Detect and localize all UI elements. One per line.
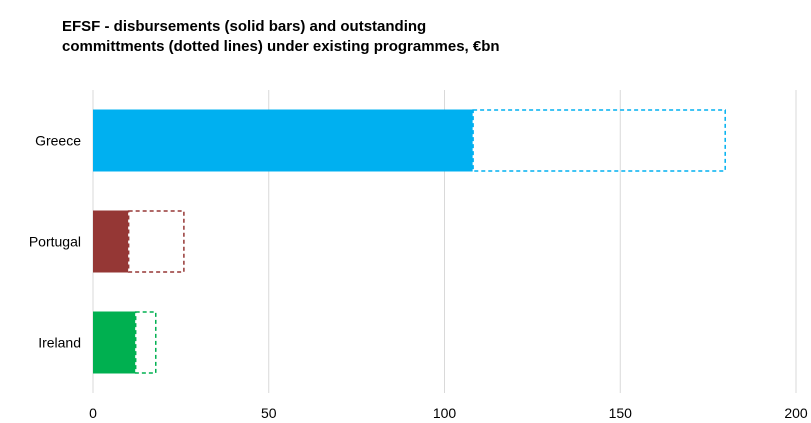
category-labels: Greece Portugal Ireland [29,133,81,351]
x-tick-label-50: 50 [261,405,277,421]
commitment-bar-greece [472,109,726,172]
category-label-ireland: Ireland [38,335,81,351]
bars [93,109,726,374]
commitment-bar-portugal [127,210,185,273]
category-label-greece: Greece [35,133,81,149]
chart-title-line-2: committments (dotted lines) under existi… [62,38,500,55]
x-tick-label-200: 200 [784,405,808,421]
disbursement-bar-ireland [93,311,136,374]
x-tick-label-0: 0 [89,405,97,421]
x-tick-label-150: 150 [609,405,633,421]
disbursement-bar-greece [93,109,473,172]
commitment-bar-ireland [134,311,157,374]
x-axis-tick-labels: 0 50 100 150 200 [89,405,808,421]
chart-title-line-1: EFSF - disbursements (solid bars) and ou… [62,18,427,35]
chart-title: EFSF - disbursements (solid bars) and ou… [62,17,782,57]
category-label-portugal: Portugal [29,234,81,250]
disbursement-bar-portugal [93,210,129,273]
x-tick-label-100: 100 [433,405,457,421]
